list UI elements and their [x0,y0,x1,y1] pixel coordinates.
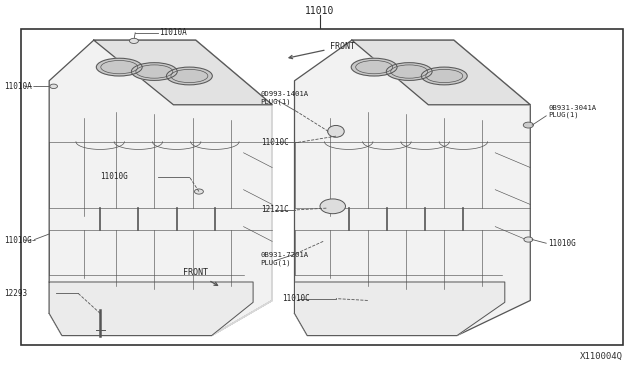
Polygon shape [49,282,253,336]
Polygon shape [94,40,272,105]
Text: 11010G: 11010G [100,172,128,181]
Ellipse shape [328,125,344,137]
Circle shape [50,84,58,89]
Polygon shape [352,40,531,105]
Text: FRONT: FRONT [183,268,218,285]
Circle shape [320,199,346,214]
Polygon shape [294,40,531,336]
Text: X110004Q: X110004Q [580,352,623,361]
Text: 11010G: 11010G [4,236,33,245]
Text: 11010A: 11010A [4,82,33,91]
Text: FRONT: FRONT [289,42,355,59]
Text: 11010: 11010 [305,6,335,16]
Text: PLUG(1): PLUG(1) [260,260,291,266]
Ellipse shape [351,58,397,76]
Polygon shape [294,282,505,336]
Text: 11010A: 11010A [159,28,187,37]
Ellipse shape [131,62,177,80]
Text: 0D993-1401A: 0D993-1401A [260,92,309,97]
Circle shape [129,38,138,44]
Text: 0B931-3041A: 0B931-3041A [548,105,596,111]
Circle shape [195,189,204,194]
Polygon shape [212,105,272,336]
Polygon shape [49,40,272,336]
Text: PLUG(1): PLUG(1) [260,99,291,105]
Text: 11010G: 11010G [548,239,576,248]
Ellipse shape [421,67,467,85]
Ellipse shape [387,62,432,80]
Text: 12293: 12293 [4,289,28,298]
Circle shape [524,122,534,128]
Ellipse shape [166,67,212,85]
Text: 0B931-7201A: 0B931-7201A [260,253,309,259]
Text: 11010C: 11010C [260,138,289,147]
Text: 12121C: 12121C [260,205,289,215]
Circle shape [524,237,533,242]
Ellipse shape [97,58,142,76]
Text: 11010C: 11010C [282,294,310,303]
Text: PLUG(1): PLUG(1) [548,112,579,118]
